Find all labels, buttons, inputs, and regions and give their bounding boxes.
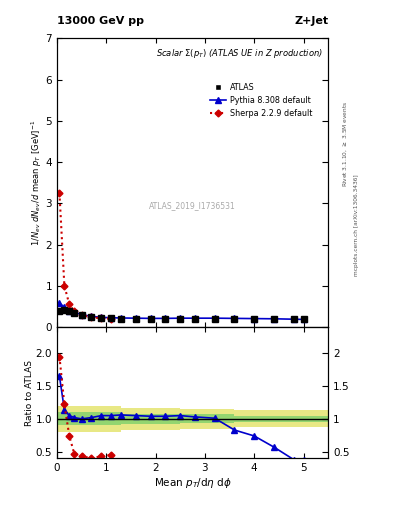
Text: 13000 GeV pp: 13000 GeV pp xyxy=(57,15,144,26)
Y-axis label: $1/N_{ev}$ $dN_{ev}/d$ mean $p_T$ [GeV]$^{-1}$: $1/N_{ev}$ $dN_{ev}/d$ mean $p_T$ [GeV]$… xyxy=(30,119,44,246)
Legend: ATLAS, Pythia 8.308 default, Sherpa 2.2.9 default: ATLAS, Pythia 8.308 default, Sherpa 2.2.… xyxy=(207,80,316,121)
Text: mcplots.cern.ch [arXiv:1306.3436]: mcplots.cern.ch [arXiv:1306.3436] xyxy=(354,175,360,276)
Text: ATLAS_2019_I1736531: ATLAS_2019_I1736531 xyxy=(149,201,236,210)
Y-axis label: Ratio to ATLAS: Ratio to ATLAS xyxy=(25,359,34,425)
Text: Z+Jet: Z+Jet xyxy=(294,15,328,26)
Text: Rivet 3.1.10, $\geq$ 3.5M events: Rivet 3.1.10, $\geq$ 3.5M events xyxy=(342,100,349,186)
X-axis label: Mean $p_T$/d$\eta$ d$\phi$: Mean $p_T$/d$\eta$ d$\phi$ xyxy=(154,476,231,490)
Text: Scalar $\Sigma(p_T)$ (ATLAS UE in Z production): Scalar $\Sigma(p_T)$ (ATLAS UE in Z prod… xyxy=(156,47,323,60)
